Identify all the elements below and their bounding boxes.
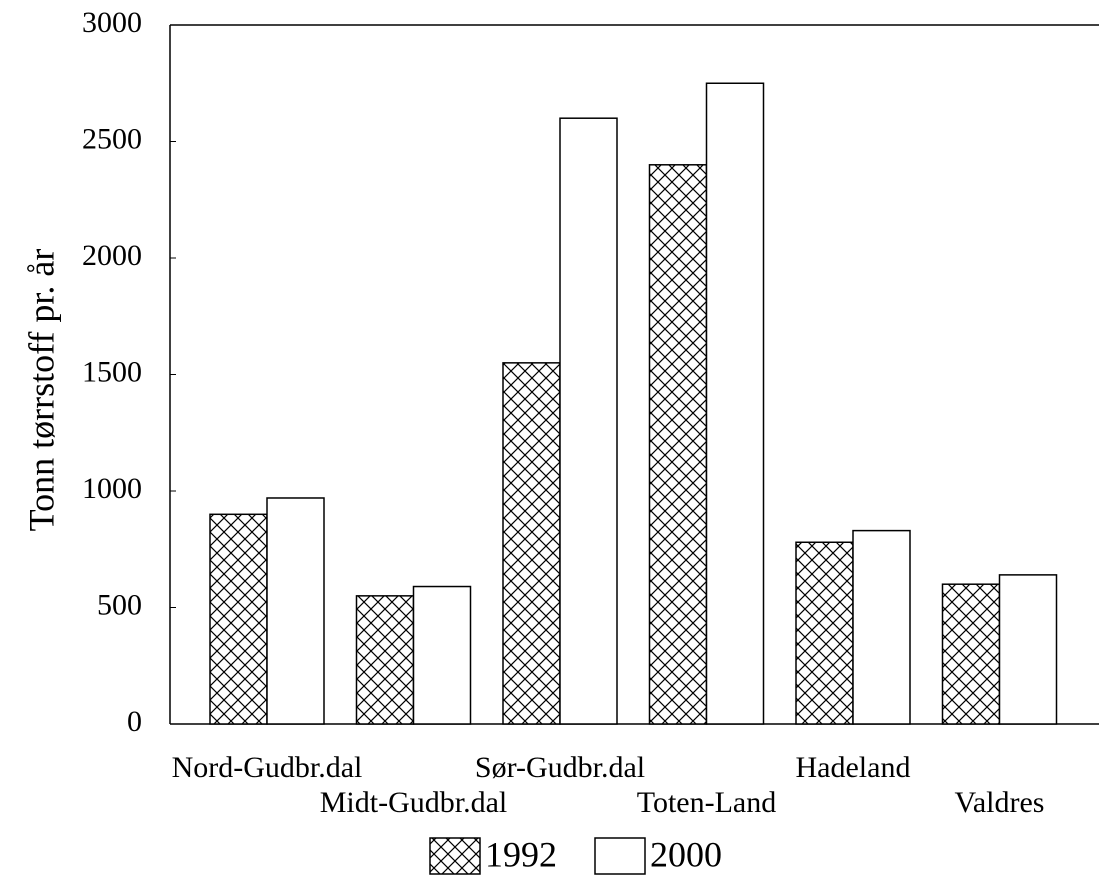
bar bbox=[412, 585, 472, 725]
y-tick-label: 0 bbox=[127, 705, 142, 738]
legend-swatch bbox=[429, 837, 481, 875]
y-tick-label: 2500 bbox=[82, 122, 142, 155]
bar bbox=[355, 595, 415, 725]
y-tick-label: 1500 bbox=[82, 355, 142, 388]
x-tick-label: Nord-Gudbr.dal bbox=[172, 751, 363, 784]
legend-swatch bbox=[594, 837, 646, 875]
bar bbox=[502, 362, 561, 725]
y-axis-label: Tonn tørrstoff pr. år bbox=[21, 249, 61, 532]
bar bbox=[852, 529, 911, 725]
x-tick-label: Valdres bbox=[955, 786, 1045, 819]
bar bbox=[795, 541, 854, 725]
bar bbox=[209, 513, 268, 725]
y-tick-label: 1000 bbox=[82, 472, 142, 505]
y-tick-label: 2000 bbox=[82, 239, 142, 272]
bar bbox=[941, 583, 1001, 725]
bar bbox=[705, 82, 765, 725]
x-tick-label: Midt-Gudbr.dal bbox=[320, 786, 508, 819]
legend-label: 1992 bbox=[485, 834, 557, 874]
bar bbox=[648, 164, 708, 725]
legend-label: 2000 bbox=[650, 834, 722, 874]
bar bbox=[266, 497, 325, 725]
bar bbox=[559, 117, 618, 725]
x-tick-label: Hadeland bbox=[796, 751, 911, 784]
x-tick-label: Sør-Gudbr.dal bbox=[475, 751, 645, 784]
y-tick-label: 3000 bbox=[82, 6, 142, 39]
x-tick-label: Toten-Land bbox=[637, 786, 777, 819]
bar bbox=[998, 574, 1058, 725]
y-tick-label: 500 bbox=[97, 588, 142, 621]
